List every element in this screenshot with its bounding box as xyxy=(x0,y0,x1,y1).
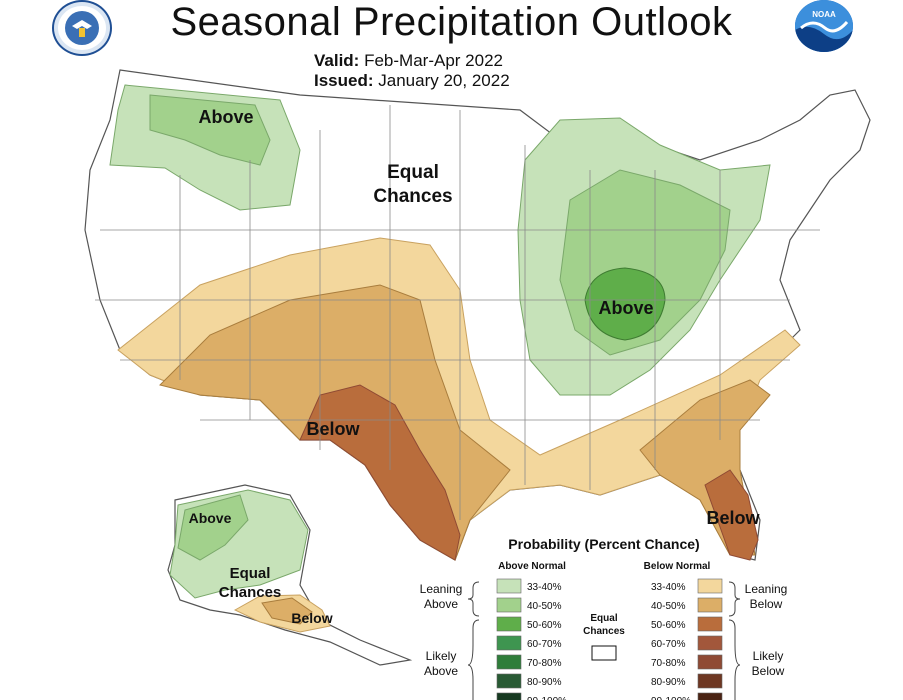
legend-below-swatch-0 xyxy=(697,578,723,594)
valid-value: Feb-Mar-Apr 2022 xyxy=(364,51,503,70)
legend-above-swatch-2 xyxy=(496,616,522,632)
label-alaska-below: Below xyxy=(291,610,332,626)
legend-below-swatch-5 xyxy=(697,673,723,689)
label-below-texas: Below xyxy=(306,419,360,439)
issued-value: January 20, 2022 xyxy=(378,71,510,90)
legend-above-label-5: 80-90% xyxy=(527,677,562,688)
noaa-logo-text: NOAA xyxy=(812,10,836,19)
legend: Probability (Percent Chance) Above Norma… xyxy=(420,536,788,700)
valid-label: Valid: xyxy=(314,51,360,70)
legend-likely-above-1: Likely xyxy=(426,649,457,663)
legend-below-label-0: 33-40% xyxy=(651,582,686,593)
page-title: Seasonal Precipitation Outlook xyxy=(170,0,733,44)
issued-line: Issued: January 20, 2022 xyxy=(314,71,510,91)
legend-above-swatch-6 xyxy=(496,692,522,700)
legend-brace-likely-above xyxy=(467,619,480,700)
legend-brace-leaning-above xyxy=(467,581,480,617)
legend-below-swatch-3 xyxy=(697,635,723,651)
state-lines xyxy=(95,105,820,520)
legend-leaning-below-2: Below xyxy=(750,597,783,611)
legend-title: Probability (Percent Chance) xyxy=(508,536,699,552)
legend-above-label-4: 70-80% xyxy=(527,658,562,669)
legend-below-swatch-6 xyxy=(697,692,723,700)
northwest-above-mid xyxy=(149,94,271,166)
legend-equal-1: Equal xyxy=(590,613,617,624)
noaa-logo: NOAA xyxy=(795,0,853,52)
legend-below-header: Below Normal xyxy=(644,561,711,572)
label-above-midwest: Above xyxy=(598,298,653,318)
florida-below-dark xyxy=(704,469,759,561)
legend-above-swatch-4 xyxy=(496,654,522,670)
legend-above-header: Above Normal xyxy=(498,561,566,572)
legend-brace-leaning-below xyxy=(728,581,741,617)
legend-above-swatch-0 xyxy=(496,578,522,594)
legend-below-swatch-4 xyxy=(697,654,723,670)
legend-leaning-above-1: Leaning xyxy=(420,582,463,596)
legend-below-label-5: 80-90% xyxy=(651,677,686,688)
label-above-northwest: Above xyxy=(198,107,253,127)
legend-above-swatch-3 xyxy=(496,635,522,651)
legend-above-swatch-5 xyxy=(496,673,522,689)
legend-below-label-2: 50-60% xyxy=(651,620,686,631)
label-alaska-equal-1: Equal xyxy=(230,565,271,582)
legend-above-label-1: 40-50% xyxy=(527,601,562,612)
issued-label: Issued: xyxy=(314,71,374,90)
legend-below-label-6: 90-100% xyxy=(651,696,691,700)
commerce-seal-logo xyxy=(52,0,112,56)
legend-below-label-3: 60-70% xyxy=(651,639,686,650)
valid-line: Valid: Feb-Mar-Apr 2022 xyxy=(314,51,503,71)
noaa-bird-icon: NOAA xyxy=(795,0,853,52)
legend-below-label-1: 40-50% xyxy=(651,601,686,612)
legend-likely-above-2: Above xyxy=(424,664,458,678)
alaska-below-mid xyxy=(261,597,313,625)
alaska-above-mid xyxy=(177,494,249,561)
legend-leaning-above-2: Above xyxy=(424,597,458,611)
legend-above-label-6: 90-100% xyxy=(527,696,567,700)
label-alaska-above: Above xyxy=(189,510,232,526)
legend-above-label-0: 33-40% xyxy=(527,582,562,593)
legend-likely-below-2: Below xyxy=(752,664,785,678)
legend-below-swatch-2 xyxy=(697,616,723,632)
legend-below-swatch-1 xyxy=(697,597,723,613)
legend-below-label-4: 70-80% xyxy=(651,658,686,669)
label-below-florida: Below xyxy=(706,508,760,528)
legend-brace-likely-below xyxy=(728,619,741,700)
eagle-icon xyxy=(65,11,99,45)
legend-equal-2: Chances xyxy=(583,626,625,637)
label-equal-chances-1: Equal xyxy=(387,162,439,183)
legend-above-swatch-1 xyxy=(496,597,522,613)
texas-below-dark xyxy=(299,384,461,561)
legend-above-label-2: 50-60% xyxy=(527,620,562,631)
legend-leaning-below-1: Leaning xyxy=(745,582,788,596)
legend-above-swatches: 33-40% 40-50% 50-60% 60-70% 70-80% 80-90% 90-1… xyxy=(496,578,567,700)
legend-equal-swatch xyxy=(591,645,617,661)
legend-above-label-3: 60-70% xyxy=(527,639,562,650)
legend-below-swatches: 33-40% 40-50% 50-60% 60-70% 70-80% 80-90% 90-1… xyxy=(651,578,723,700)
legend-likely-below-1: Likely xyxy=(753,649,784,663)
label-alaska-equal-2: Chances xyxy=(219,584,282,601)
label-equal-chances-2: Chances xyxy=(373,186,452,207)
